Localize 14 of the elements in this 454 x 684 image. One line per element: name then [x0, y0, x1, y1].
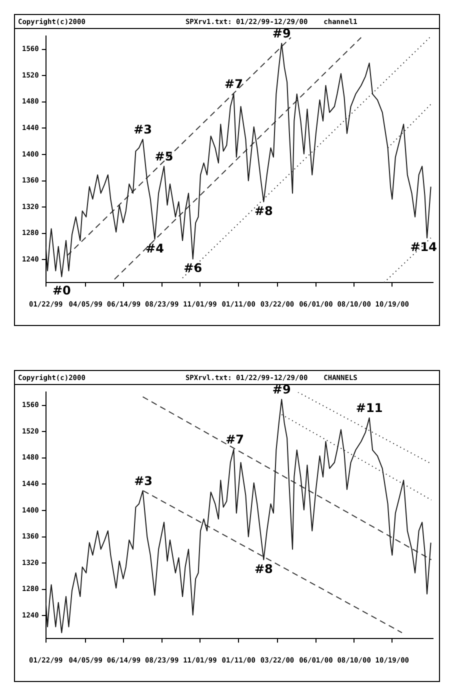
annotation: #7 — [224, 77, 243, 92]
annotation: #9 — [272, 26, 291, 41]
annotation: #8 — [254, 204, 273, 218]
annotation: #4 — [146, 241, 164, 256]
annotation: #14 — [410, 240, 438, 254]
annotation: #0 — [52, 284, 71, 298]
annotation: #7 — [226, 432, 244, 446]
annotation: #3 — [134, 474, 153, 488]
annotation: #6 — [184, 261, 202, 276]
annotation: #9 — [272, 382, 291, 397]
annotation: #8 — [254, 562, 273, 576]
annotation: #5 — [154, 149, 174, 164]
annotation: #3 — [134, 122, 152, 136]
annotation: #11 — [356, 400, 383, 415]
